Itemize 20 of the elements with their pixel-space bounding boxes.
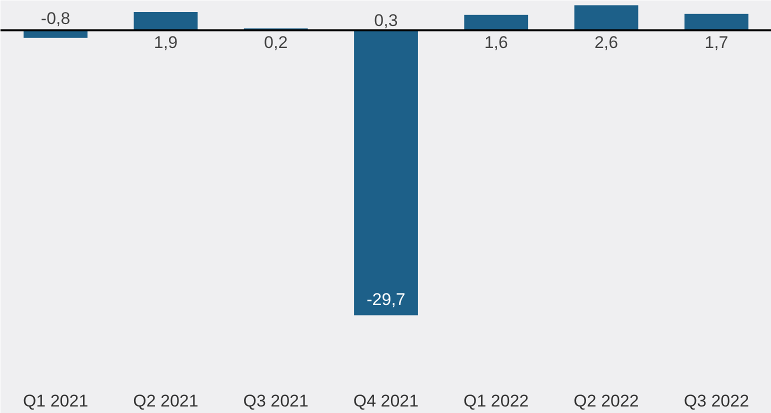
x-tick-label: Q1 2022 — [464, 392, 529, 410]
bar — [134, 12, 198, 30]
x-tick-label: Q2 2021 — [133, 392, 198, 410]
data-label: -29,7 — [366, 290, 406, 310]
x-tick-label: Q3 2021 — [243, 392, 308, 410]
data-label: 2,6 — [594, 33, 618, 52]
x-tick-label: Q4 2021 — [353, 392, 419, 410]
annotation: 0,3 — [374, 11, 398, 30]
bar — [574, 5, 638, 30]
x-tick-label: Q1 2021 — [22, 392, 88, 410]
data-label: 1,9 — [154, 33, 178, 52]
data-label: 1,6 — [484, 33, 508, 52]
data-label: 0,2 — [264, 33, 288, 52]
data-label: 1,7 — [704, 33, 728, 52]
bar — [354, 30, 418, 316]
bar — [464, 14, 528, 30]
x-tick-label: Q3 2022 — [684, 392, 750, 410]
x-tick-label: Q2 2022 — [574, 392, 639, 410]
bar — [684, 14, 748, 30]
data-label: -0,8 — [40, 9, 70, 28]
